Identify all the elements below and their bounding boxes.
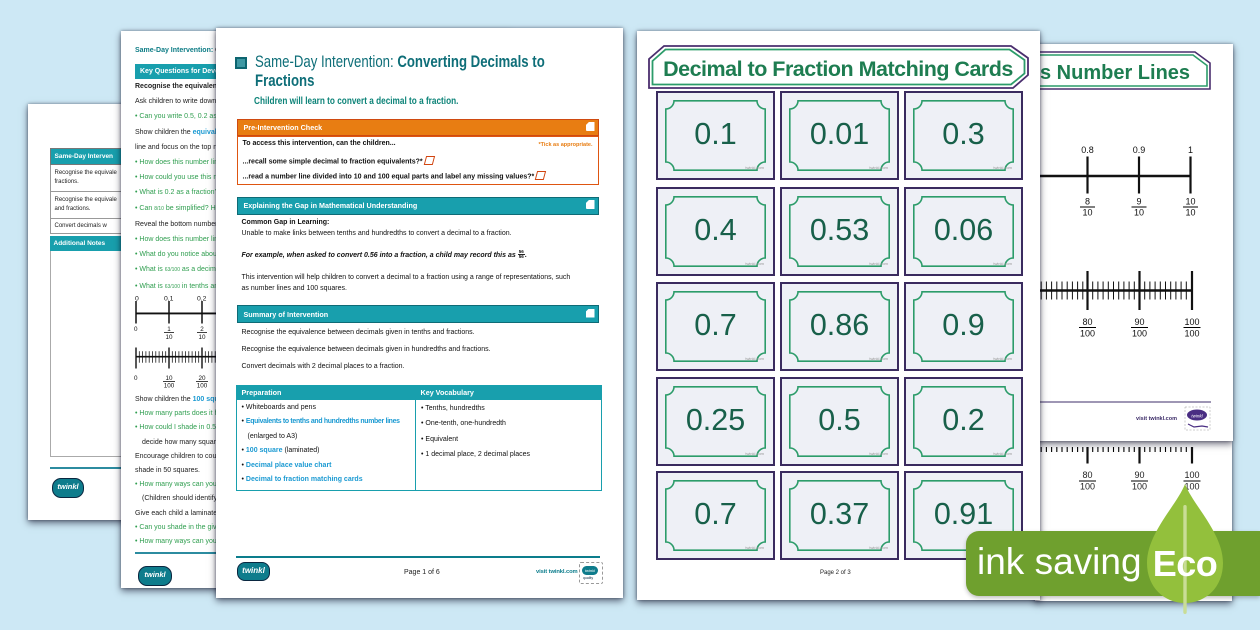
svg-text:100: 100 — [1184, 317, 1199, 327]
svg-text:100: 100 — [1184, 470, 1199, 480]
svg-text:10: 10 — [198, 334, 206, 341]
svg-text:0.8: 0.8 — [1081, 145, 1094, 155]
svg-text:s Number Lines: s Number Lines — [1040, 62, 1190, 84]
svg-text:Decimal to Fraction Matching C: Decimal to Fraction Matching Cards — [663, 57, 1013, 81]
svg-text:100: 100 — [1132, 482, 1147, 492]
svg-text:10: 10 — [1185, 208, 1195, 218]
svg-text:2: 2 — [200, 326, 204, 333]
svg-text:10: 10 — [165, 334, 173, 341]
svg-text:10: 10 — [1082, 208, 1092, 218]
svg-text:0: 0 — [134, 326, 138, 333]
svg-text:100: 100 — [197, 382, 208, 389]
svg-text:100: 100 — [1184, 482, 1199, 492]
svg-text:10: 10 — [1185, 197, 1195, 207]
svg-text:0.1: 0.1 — [164, 296, 174, 303]
svg-text:100: 100 — [1080, 482, 1095, 492]
svg-text:10: 10 — [1134, 208, 1144, 218]
svg-text:90: 90 — [1134, 317, 1144, 327]
svg-text:8: 8 — [1085, 197, 1090, 207]
svg-text:100: 100 — [164, 382, 175, 389]
svg-text:twinkl: twinkl — [1191, 414, 1203, 419]
svg-text:100: 100 — [1080, 329, 1095, 339]
svg-text:0: 0 — [134, 375, 138, 382]
svg-text:1: 1 — [1188, 145, 1193, 155]
svg-text:1: 1 — [167, 326, 171, 333]
svg-text:0: 0 — [135, 296, 139, 303]
svg-text:100: 100 — [1132, 329, 1147, 339]
svg-text:100: 100 — [1184, 329, 1199, 339]
svg-text:80: 80 — [1082, 317, 1092, 327]
svg-text:9: 9 — [1136, 197, 1141, 207]
svg-text:90: 90 — [1134, 470, 1144, 480]
svg-text:0.9: 0.9 — [1133, 145, 1146, 155]
svg-text:0.2: 0.2 — [197, 296, 207, 303]
svg-text:80: 80 — [1082, 470, 1092, 480]
svg-text:10: 10 — [165, 375, 173, 382]
svg-text:20: 20 — [198, 375, 206, 382]
svg-text:Eco: Eco — [1153, 543, 1218, 584]
svg-text:visit twinkl.com: visit twinkl.com — [1136, 416, 1177, 422]
